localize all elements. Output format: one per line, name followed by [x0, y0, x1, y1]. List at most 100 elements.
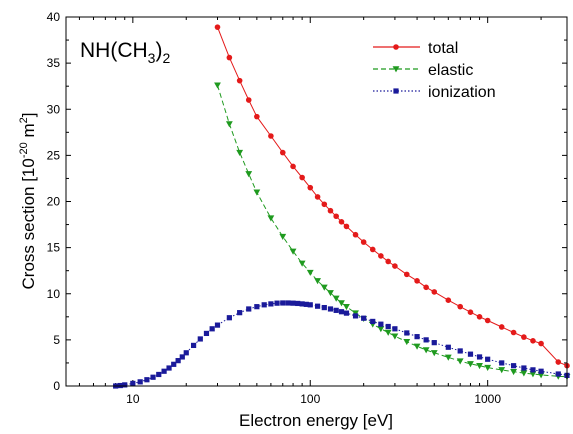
elastic-point — [338, 300, 345, 307]
x-axis-label: Electron energy [eV] — [239, 411, 393, 430]
ionization-point — [392, 326, 398, 332]
elastic-point — [298, 260, 306, 267]
total-point — [327, 207, 334, 214]
y-label-main: Cross section [10 — [19, 158, 38, 289]
ionization-point — [499, 360, 505, 366]
legend-label: total — [428, 40, 458, 57]
ionization-point — [214, 322, 221, 328]
elastic-point — [236, 149, 244, 157]
elastic-point — [279, 233, 287, 240]
total-point — [307, 184, 314, 191]
ionization-point — [538, 368, 544, 374]
ionization-point — [530, 367, 536, 373]
total-point — [414, 278, 420, 284]
total-point — [498, 324, 505, 330]
total-point — [333, 213, 339, 220]
ionization-point — [130, 380, 136, 387]
ionization-point — [268, 301, 274, 307]
ionization-point — [179, 354, 185, 360]
elastic-point — [467, 361, 474, 368]
elastic-point — [384, 329, 392, 336]
elastic-point — [306, 269, 314, 276]
total-point — [403, 271, 410, 278]
ionization-point — [150, 374, 156, 380]
elastic-point — [476, 362, 483, 370]
total-point — [279, 149, 286, 156]
ionization-point — [352, 313, 359, 319]
ionization-point — [246, 306, 252, 312]
legend-marker — [392, 66, 400, 73]
legend-label: elastic — [428, 62, 473, 79]
y-label-mid: m — [19, 123, 38, 142]
ionization-point — [343, 310, 350, 316]
elastic-line — [217, 85, 568, 378]
total-point — [476, 314, 483, 320]
total-point — [521, 334, 527, 340]
ionization-point — [254, 304, 260, 310]
legend-marker — [393, 88, 399, 94]
total-point — [445, 297, 452, 304]
molecule-base: NH(CH — [80, 39, 148, 62]
elastic-point — [403, 339, 411, 346]
series-elastic — [214, 82, 571, 381]
total-point — [254, 113, 260, 120]
y-tick-label: 10 — [47, 287, 61, 301]
ionization-point — [414, 334, 420, 340]
total-point — [467, 309, 474, 316]
elastic-point — [320, 284, 328, 291]
molecule-sub2: 2 — [162, 50, 170, 66]
total-point — [314, 194, 321, 200]
total-point — [484, 317, 491, 324]
elastic-point — [343, 303, 350, 311]
total-point — [369, 246, 376, 253]
y-label-exp2: 2 — [18, 117, 30, 123]
total-point — [343, 223, 350, 230]
y-label-exp1: -20 — [18, 142, 30, 158]
total-point — [378, 253, 384, 259]
elastic-point — [253, 189, 261, 196]
ionization-point — [183, 350, 189, 356]
ionization-point — [476, 354, 483, 360]
ionization-point — [171, 361, 177, 367]
ionization-point — [261, 302, 267, 308]
elastic-point — [289, 248, 297, 255]
ionization-point — [156, 371, 162, 378]
total-point — [290, 163, 296, 170]
total-point — [299, 174, 305, 181]
plot-series — [113, 24, 571, 389]
ionization-point — [485, 356, 491, 362]
ionization-point — [237, 310, 243, 316]
ionization-point — [457, 348, 463, 354]
y-tick-label: 0 — [53, 379, 60, 393]
ionization-point — [423, 337, 429, 343]
elastic-point — [510, 368, 517, 376]
ionization-point — [307, 302, 313, 308]
total-point — [268, 133, 274, 139]
plot-frame — [65, 16, 568, 387]
x-tick-label: 1000 — [474, 392, 501, 406]
elastic-point — [444, 354, 452, 361]
total-point — [214, 24, 221, 30]
y-label-close: ] — [19, 113, 38, 118]
ionization-point — [295, 300, 301, 307]
ionization-point — [197, 336, 203, 342]
elastic-point — [214, 82, 221, 89]
elastic-point — [377, 326, 385, 333]
ionization-point — [303, 301, 309, 307]
ionization-point — [445, 344, 451, 350]
ionization-point — [226, 315, 232, 321]
y-tick-label: 25 — [47, 148, 61, 162]
ionization-point — [290, 300, 296, 306]
ionization-point — [122, 382, 128, 388]
elastic-point — [327, 290, 334, 297]
ionization-point — [137, 379, 143, 385]
total-point — [431, 289, 438, 295]
y-tick-label: 35 — [47, 56, 61, 70]
total-point — [360, 239, 367, 245]
total-point — [538, 340, 544, 347]
molecule-annotation: NH(CH3)2 — [80, 39, 170, 66]
ionization-point — [333, 307, 339, 313]
ionization-point — [285, 300, 291, 306]
ionization-point — [361, 315, 367, 321]
